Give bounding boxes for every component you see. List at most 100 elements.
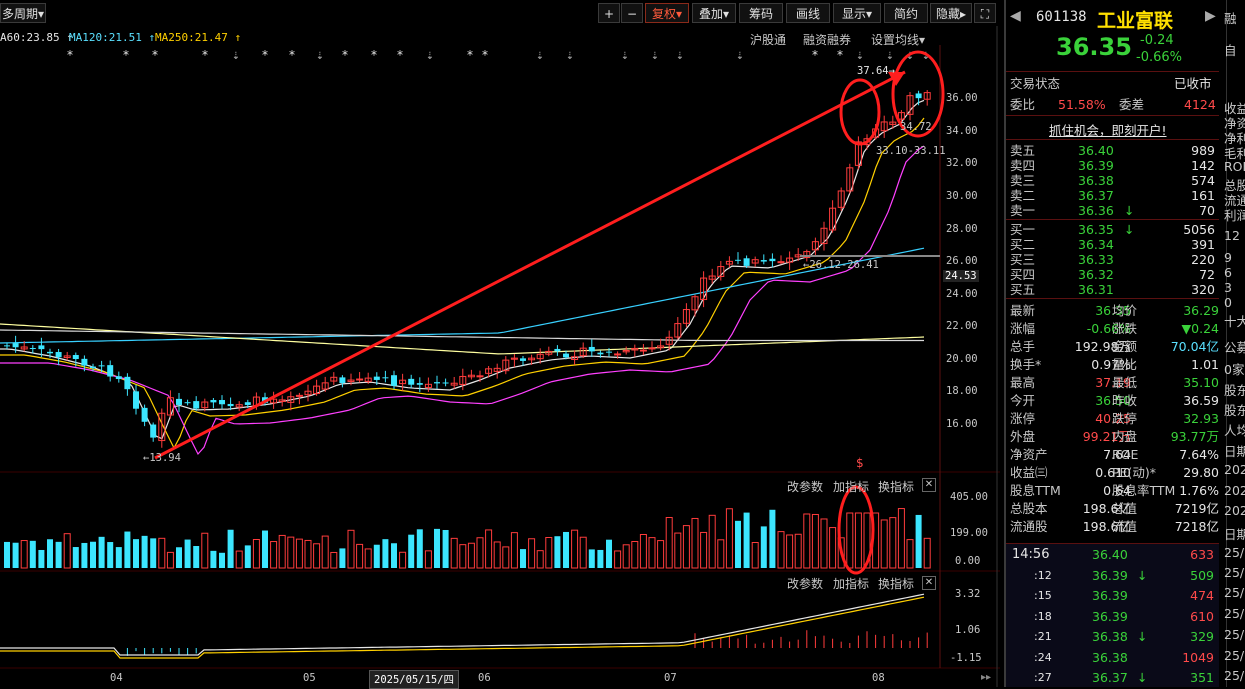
next-stock-arrow[interactable]: ▶ xyxy=(1205,8,1216,24)
ma5-line xyxy=(0,99,925,440)
candle-body xyxy=(863,138,871,146)
candle-body xyxy=(906,95,914,115)
bid-row[interactable]: 买四 36.32 72 xyxy=(1006,267,1245,282)
volume-bar xyxy=(141,535,148,568)
prev-stock-arrow[interactable]: ◀ xyxy=(1010,8,1021,24)
stock-name: 工业富联 xyxy=(1097,10,1174,32)
price-tick: 36.00 xyxy=(946,92,978,104)
down-arrow-icon: ↓ xyxy=(1137,629,1148,644)
tick-volume: 329 xyxy=(1190,629,1214,644)
book-price: 36.37 xyxy=(1078,188,1114,203)
candle-body xyxy=(193,401,200,409)
volume-bar xyxy=(219,552,225,568)
set-ma-link[interactable]: 设置均线▾ xyxy=(871,33,926,47)
candle-body xyxy=(846,167,854,192)
candle-body xyxy=(166,397,174,416)
date-tick: 08 xyxy=(872,672,885,684)
vol-add-indicator-button[interactable]: 加指标 xyxy=(833,480,870,494)
book-volume: 220 xyxy=(1191,252,1215,267)
bid-row[interactable]: 买二 36.34 391 xyxy=(1006,237,1245,252)
vol-close-button[interactable]: ✕ xyxy=(922,478,936,492)
highlight-circle-1 xyxy=(839,78,881,146)
ma250-label: MA250:21.47 ↑ xyxy=(155,31,242,44)
macd-switch-indicator-button[interactable]: 换指标 xyxy=(878,577,915,591)
tick-volume: 1049 xyxy=(1182,649,1214,665)
volume-bar xyxy=(450,537,458,569)
volume-bar xyxy=(321,535,329,569)
volume-bar xyxy=(597,549,604,568)
stat-row: 外盘 99.21万 内盘 93.77万 xyxy=(1006,429,1245,444)
weibi-row: 委比 51.58% 委差 4124 xyxy=(1006,97,1245,112)
volume-bar xyxy=(786,534,794,569)
vol-edit-params-button[interactable]: 改参数 xyxy=(787,480,824,494)
candle-body xyxy=(786,257,794,263)
chouma-button[interactable]: 筹码 xyxy=(739,3,783,23)
candle-body xyxy=(150,424,157,438)
huaxian-button[interactable]: 画线 xyxy=(786,3,830,23)
side-panel-text: ROE xyxy=(1224,159,1245,174)
trend-arrow-line xyxy=(154,70,906,460)
diejia-button[interactable]: 叠加▾ xyxy=(692,3,736,23)
open-account-link[interactable]: 抓住机会，即刻开户! xyxy=(1049,123,1167,138)
zoom-out-button[interactable]: − xyxy=(621,3,643,23)
macd-close-button[interactable]: ✕ xyxy=(922,576,936,590)
stat-value: 192.98万 xyxy=(1074,339,1131,354)
kline-chart-area[interactable]: 多周期▾ + − 复权▾ 叠加▾ 筹码 画线 显示▾ 简约 隐藏▸ ⛶ A60:… xyxy=(0,0,1000,689)
side-panel-text: 公募 xyxy=(1224,340,1245,355)
tick-row: :27 36.37 ↓ 351 xyxy=(1004,667,1214,688)
volume-bar xyxy=(717,539,725,569)
candle-body xyxy=(467,374,475,378)
volume-bar xyxy=(837,537,845,569)
stat-row: 总手 192.98万 金额 70.04亿 xyxy=(1006,339,1245,354)
rongzi-link[interactable]: 融资融券 xyxy=(803,33,852,47)
volume-bar xyxy=(166,551,174,569)
macd-edit-params-button[interactable]: 改参数 xyxy=(787,577,824,591)
candle-body xyxy=(158,412,166,442)
event-marker: * xyxy=(482,48,488,62)
ask-row[interactable]: 卖三 36.38 574 xyxy=(1006,173,1245,188)
candle-body xyxy=(55,351,62,358)
stat-value: 93.77万 xyxy=(1170,429,1219,444)
book-level-label: 卖四 xyxy=(1010,158,1036,173)
volume-bar xyxy=(244,545,251,568)
fullscreen-button[interactable]: ⛶ xyxy=(974,3,996,23)
book-level-label: 买四 xyxy=(1010,267,1036,282)
side-panel-text: 毛利 xyxy=(1224,146,1245,161)
volume-bar xyxy=(811,513,819,569)
hugutong-link[interactable]: 沪股通 xyxy=(750,33,787,47)
side-panel-text: 25/ xyxy=(1224,606,1245,621)
bid-row[interactable]: 买一 36.35 ↓ 5056 xyxy=(1006,222,1245,237)
fuquan-button[interactable]: 复权▾ xyxy=(645,3,689,23)
trade-status-row: 交易状态 已收市 xyxy=(1006,76,1245,91)
ask-row[interactable]: 卖一 36.36 ↓ 70 xyxy=(1006,203,1245,218)
period-select[interactable]: 多周期▾ xyxy=(0,3,46,23)
zoom-in-button[interactable]: + xyxy=(598,3,620,23)
high-annotation: 37.64→ xyxy=(857,65,895,77)
candle-body xyxy=(4,345,10,347)
volume-bar xyxy=(743,512,750,568)
price-tick: 32.00 xyxy=(946,157,978,169)
ask-row[interactable]: 卖四 36.39 142 xyxy=(1006,158,1245,173)
price-tick: 16.00 xyxy=(946,418,978,430)
volume-bar xyxy=(648,537,656,569)
vol-switch-indicator-button[interactable]: 换指标 xyxy=(878,480,915,494)
tick-volume: 351 xyxy=(1190,670,1214,685)
volume-bar xyxy=(252,539,260,569)
candle-body xyxy=(545,350,553,355)
bid-row[interactable]: 买三 36.33 220 xyxy=(1006,252,1245,267)
volume-bar xyxy=(459,544,467,569)
bid-row[interactable]: 买五 36.31 320 xyxy=(1006,282,1245,297)
side-panel-text: 日期 xyxy=(1224,527,1245,542)
scroll-right-arrows[interactable]: ▸▸ xyxy=(981,672,992,683)
candle-body xyxy=(330,376,338,382)
yincang-button[interactable]: 隐藏▸ xyxy=(930,3,972,23)
macd-add-indicator-button[interactable]: 加指标 xyxy=(833,577,870,591)
jianyue-button[interactable]: 简约 xyxy=(884,3,928,23)
ask-row[interactable]: 卖二 36.37 161 xyxy=(1006,188,1245,203)
stock-code: 601138 xyxy=(1036,9,1087,25)
ask-row[interactable]: 卖五 36.40 989 xyxy=(1006,143,1245,158)
stat-row: 流通股 198.6亿 流值 7218亿 xyxy=(1006,519,1245,534)
moving-average-lines xyxy=(0,99,925,456)
tick-price: 36.39 xyxy=(1092,588,1128,603)
xianshi-button[interactable]: 显示▾ xyxy=(833,3,881,23)
